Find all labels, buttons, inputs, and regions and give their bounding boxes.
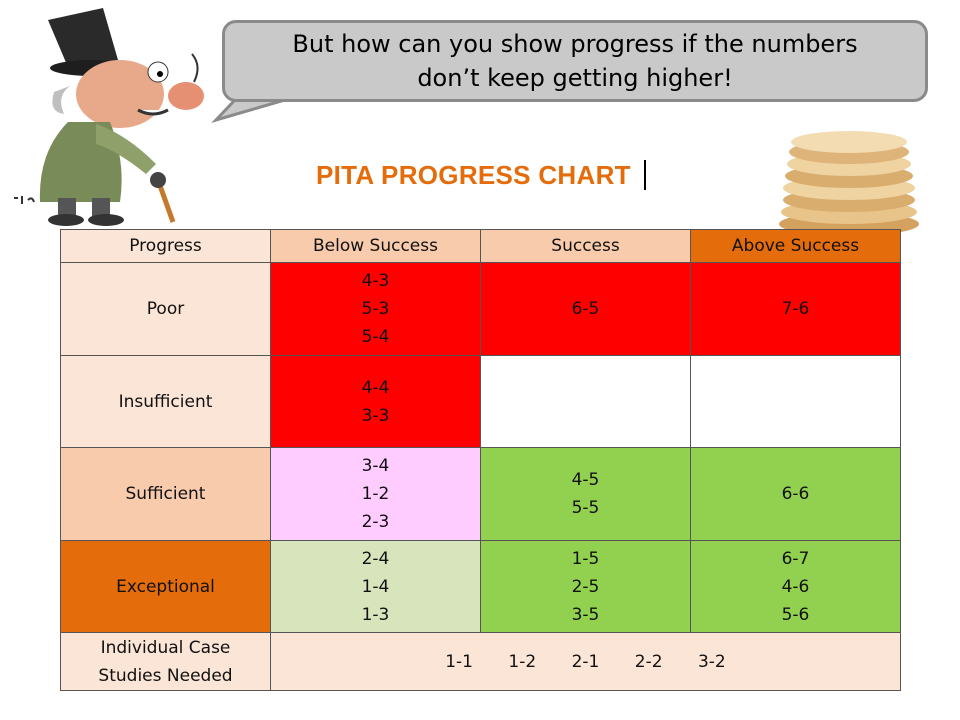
cell-value: 1-5	[571, 548, 600, 569]
row-label-exceptional: Exceptional	[60, 540, 271, 633]
row-insufficient: Insufficient 4-4 3-3	[60, 355, 901, 448]
cell-value: 4-3	[361, 271, 390, 291]
cell-exceptional-below: 2-4 1-4 1-3	[270, 540, 481, 633]
individual-case-list: 1-1 1-2 2-1 2-2 3-2	[270, 632, 901, 691]
cell-value: 6-6	[781, 484, 810, 504]
cell-sufficient-below: 3-4 1-2 2-3	[270, 447, 481, 541]
cell-insufficient-success	[480, 355, 691, 448]
cell-sufficient-success: 4-5 5-5	[480, 447, 691, 541]
cell-value: 3-5	[571, 604, 600, 625]
row-label-line-2: Studies Needed	[98, 665, 233, 686]
cell-poor-above: 7-6	[690, 262, 901, 356]
cell-value: 4-6	[781, 576, 810, 597]
text-cursor	[644, 160, 646, 190]
case-value: 1-1	[445, 651, 474, 672]
row-individual-case-studies: Individual Case Studies Needed 1-1 1-2 2…	[60, 632, 901, 691]
cell-poor-below: 4-3 5-3 5-4	[270, 262, 481, 356]
cell-value: 2-3	[361, 512, 390, 532]
progress-table: Progress Below Success Success Above Suc…	[60, 229, 901, 691]
cell-value: 5-4	[361, 327, 390, 347]
row-label-poor: Poor	[60, 262, 271, 356]
case-value: 2-1	[571, 651, 600, 672]
header-row: Progress Below Success Success Above Suc…	[60, 229, 901, 263]
pita-bread-stack	[779, 131, 919, 236]
cell-value: 4-5	[571, 470, 600, 490]
cell-value: 5-3	[361, 299, 390, 319]
cell-value: 5-5	[571, 498, 600, 518]
row-sufficient: Sufficient 3-4 1-2 2-3 4-5 5-5 6-6	[60, 447, 901, 541]
cell-value: 7-6	[781, 299, 810, 319]
chart-title: PITA PROGRESS CHART	[316, 160, 631, 190]
cell-value: 6-5	[571, 299, 600, 319]
row-poor: Poor 4-3 5-3 5-4 6-5 7-6	[60, 262, 901, 356]
cell-value: 3-3	[361, 405, 390, 426]
header-below-success: Below Success	[270, 229, 481, 263]
cell-exceptional-above: 6-7 4-6 5-6	[690, 540, 901, 633]
cell-value: 6-7	[781, 548, 810, 569]
speech-bubble: But how can you show progress if the num…	[222, 20, 928, 102]
speech-bubble-line-2: don’t keep getting higher!	[417, 64, 733, 92]
cell-value: 4-4	[361, 377, 390, 398]
cell-sufficient-above: 6-6	[690, 447, 901, 541]
row-label-line-1: Individual Case	[100, 637, 231, 658]
cell-insufficient-below: 4-4 3-3	[270, 355, 481, 448]
cell-value: 1-2	[361, 484, 390, 504]
row-label-individual-case-studies: Individual Case Studies Needed	[60, 632, 271, 691]
cell-value: 5-6	[781, 604, 810, 625]
cell-value: 2-5	[571, 576, 600, 597]
row-label-insufficient: Insufficient	[60, 355, 271, 448]
cell-insufficient-above	[690, 355, 901, 448]
cell-exceptional-success: 1-5 2-5 3-5	[480, 540, 691, 633]
cell-value: 1-3	[361, 604, 390, 625]
old-man-illustration	[14, 8, 204, 226]
case-value: 3-2	[697, 651, 726, 672]
header-above-success: Above Success	[690, 229, 901, 263]
speech-bubble-line-1: But how can you show progress if the num…	[292, 30, 858, 58]
header-success: Success	[480, 229, 691, 263]
case-value: 2-2	[634, 651, 663, 672]
case-value: 1-2	[508, 651, 537, 672]
cell-value: 1-4	[361, 576, 390, 597]
row-exceptional: Exceptional 2-4 1-4 1-3 1-5 2-5 3-5 6-7 …	[60, 540, 901, 633]
cell-poor-success: 6-5	[480, 262, 691, 356]
cell-value: 2-4	[361, 548, 390, 569]
header-progress: Progress	[60, 229, 271, 263]
row-label-sufficient: Sufficient	[60, 447, 271, 541]
cell-value: 3-4	[361, 456, 390, 476]
